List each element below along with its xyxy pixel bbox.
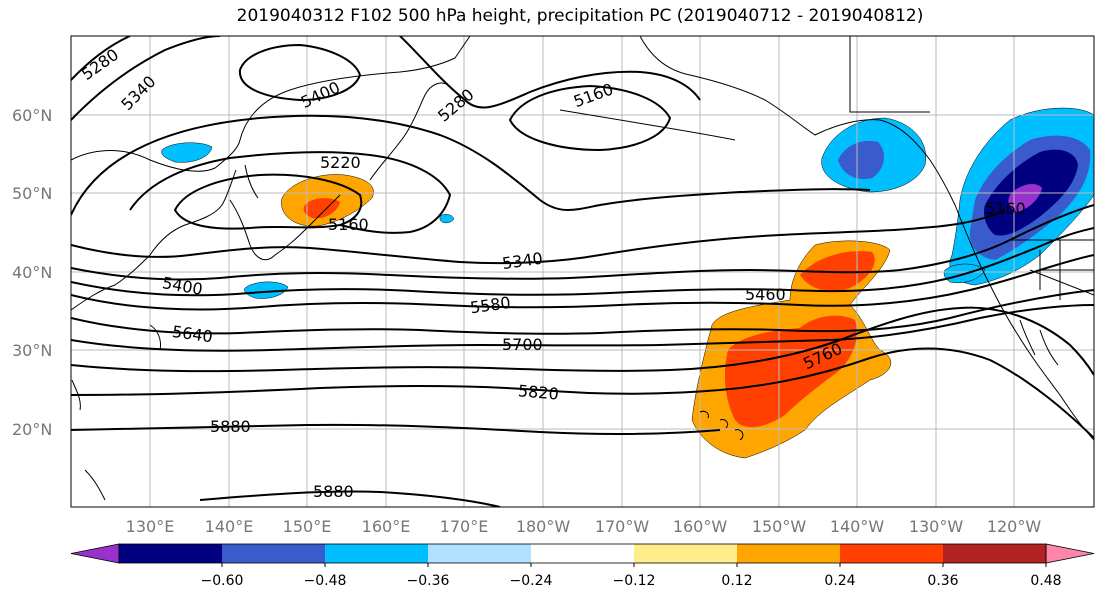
lat-label: 30°N: [12, 341, 52, 360]
map-frame: [70, 35, 1095, 508]
contour-label: 5160: [328, 215, 369, 234]
contour-5520: [71, 227, 1094, 297]
colorbar-swatch: [840, 544, 944, 563]
contour-5280-nw: [71, 36, 131, 81]
contour-5160-japan: [173, 173, 363, 230]
lat-label: 60°N: [12, 106, 52, 125]
contour-label: 5160: [985, 199, 1026, 218]
colorbar-swatch: [634, 544, 738, 563]
precip-positive-core: [724, 315, 857, 428]
lon-label: 140°E: [205, 517, 254, 536]
contour-label: 5460: [745, 285, 786, 304]
contour-5340-nw: [71, 36, 221, 121]
colorbar-tick-label: −0.36: [407, 573, 450, 589]
lon-label: 170°W: [595, 517, 650, 536]
longitude-labels: 130°E 140°E 150°E 160°E 170°E 180°W 170°…: [126, 517, 1042, 536]
colorbar-tick-label: 0.36: [927, 573, 958, 589]
contour-label: 5880: [210, 417, 251, 436]
contour-5400: [71, 209, 1006, 265]
contour-5340: [71, 114, 871, 216]
contour-5580: [71, 254, 1094, 311]
canada-border: [849, 36, 1094, 271]
coast-alaska: [639, 36, 956, 206]
contour-5760: [71, 306, 1094, 376]
colorbar-swatch: [428, 544, 532, 563]
colorbar-swatch: [943, 544, 1047, 563]
lat-label: 50°N: [12, 184, 52, 203]
precip-positive-japan-core: [303, 198, 340, 219]
contour-5280-arc: [399, 36, 701, 109]
contour-5220: [129, 151, 452, 234]
coast-asia: [71, 36, 471, 172]
lon-label: 120°W: [987, 517, 1042, 536]
colorbar-extend-high: [1045, 543, 1095, 564]
colorbar-tick-label: 0.24: [824, 573, 855, 589]
contour-5880: [71, 423, 721, 436]
hawaii: [699, 410, 744, 441]
colorbar-swatch: [119, 544, 223, 563]
coast-japan: [229, 164, 341, 261]
contour-5820: [71, 347, 1094, 439]
contour-5880-south: [199, 490, 501, 507]
precip-negative-alaska-core: [838, 140, 884, 180]
lon-label: 130°W: [909, 517, 964, 536]
colorbar: −0.60 −0.48 −0.36 −0.24 −0.12 0.12 0.24 0.36 0.4…: [70, 543, 1095, 589]
colorbar-tick-label: 0.48: [1030, 573, 1061, 589]
latitude-labels: 60°N 50°N 40°N 30°N 20°N: [12, 106, 52, 439]
precip-negative-extreme: [1008, 184, 1042, 212]
colorbar-tick-label: 0.12: [721, 573, 752, 589]
colorbar-border: [118, 543, 1047, 564]
height-contours: [71, 36, 1094, 507]
lon-label: 170°E: [440, 517, 489, 536]
colorbar-tick-label: −0.48: [304, 573, 347, 589]
contour-label: 5820: [517, 381, 559, 403]
contour-label: 5220: [320, 153, 361, 172]
colorbar-tick-label: −0.12: [613, 573, 656, 589]
colorbar-extend-low: [70, 543, 120, 564]
contour-label: 5880: [313, 482, 354, 501]
lat-label: 40°N: [12, 263, 52, 282]
colorbar-tick-label: −0.60: [201, 573, 244, 589]
lon-label: 130°E: [126, 517, 175, 536]
coast-baja: [1019, 319, 1059, 366]
colorbar-swatch: [737, 544, 841, 563]
lon-label: 150°E: [283, 517, 332, 536]
contour-5460: [71, 204, 1094, 281]
contour-label: 5700: [502, 335, 543, 354]
lon-label: 140°W: [830, 517, 885, 536]
contour-5400-low: [238, 43, 362, 102]
contour-5160-low: [508, 84, 672, 152]
colorbar-tick-label: −0.24: [510, 573, 553, 589]
lon-label: 160°E: [362, 517, 411, 536]
lon-label: 180°W: [516, 517, 571, 536]
lat-label: 20°N: [12, 420, 52, 439]
contour-5700: [71, 304, 1094, 352]
map-title: 2019040312 F102 500 hPa height, precipit…: [236, 6, 924, 26]
precip-shading: [161, 107, 1094, 459]
lon-label: 150°W: [752, 517, 807, 536]
lon-label: 160°W: [673, 517, 728, 536]
coast-aleutians: [559, 109, 736, 141]
contour-5640: [71, 289, 1094, 335]
coast-korea-china: [71, 169, 237, 311]
colorbar-swatch: [531, 544, 635, 563]
precip-negative-small-3: [439, 214, 455, 224]
colorbar-swatch: [222, 544, 326, 563]
precip-negative-small-1: [161, 142, 213, 163]
colorbar-swatch: [325, 544, 429, 563]
